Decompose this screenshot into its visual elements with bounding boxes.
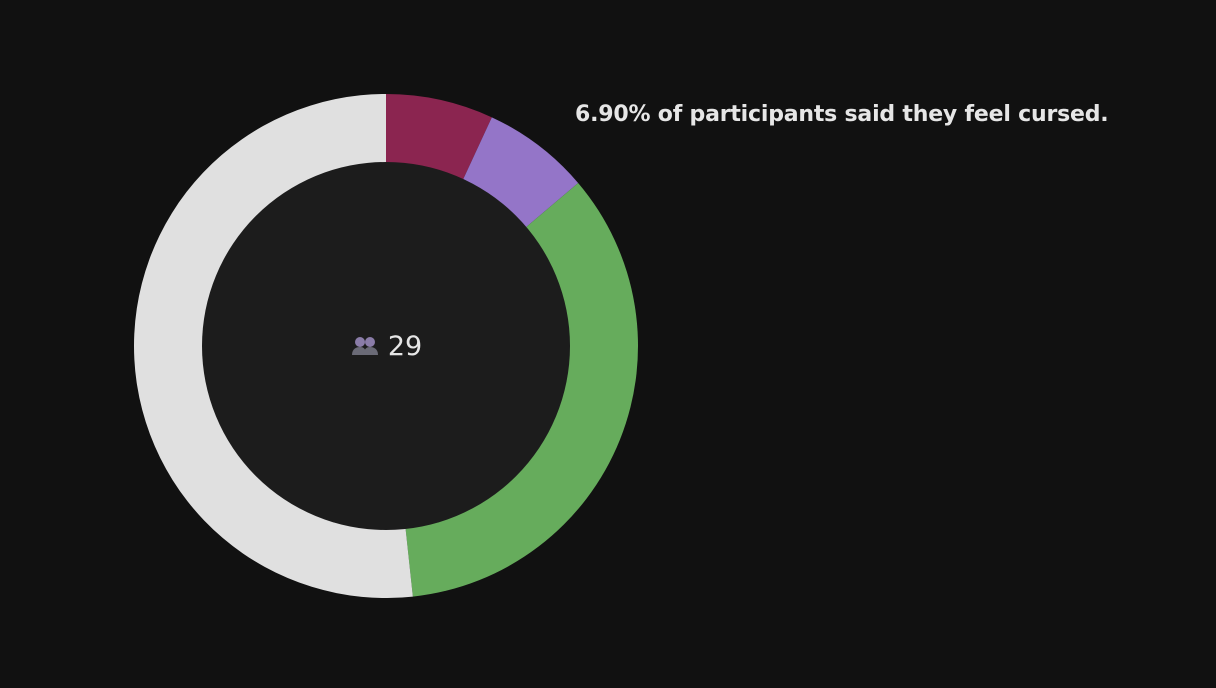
- people-icon: [351, 337, 378, 355]
- chart-annotation: 6.90% of participants said they feel cur…: [575, 102, 1109, 127]
- donut-hole: [202, 162, 570, 530]
- participant-count: 29: [286, 326, 486, 366]
- participant-count-value: 29: [387, 330, 423, 362]
